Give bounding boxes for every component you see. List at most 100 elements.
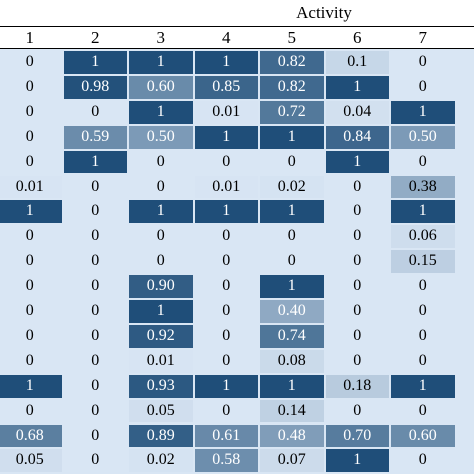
table-cell: 1	[260, 200, 324, 224]
table-cell: 0	[91, 351, 100, 369]
table-cell: 0	[25, 351, 34, 369]
table-cell: 0.74	[260, 324, 324, 348]
table-cell: 0.06	[391, 225, 455, 249]
table-cell: 0	[287, 152, 296, 170]
table-cell: 1	[391, 100, 455, 124]
table-cell: 0.40	[260, 300, 324, 323]
table-cell: 0	[25, 326, 34, 344]
table-cell: 1	[260, 275, 324, 298]
table-cell: 0	[287, 227, 296, 245]
table-cell: 0	[156, 177, 165, 195]
table-cell: 0	[91, 326, 100, 344]
table-cell: 0.05	[0, 449, 62, 473]
table-cell: 0.93	[129, 374, 193, 398]
table-cell: 0	[353, 227, 362, 245]
table-cell: 0	[353, 252, 362, 270]
table-cell: 1	[129, 200, 193, 224]
table-cell: 1	[0, 374, 62, 398]
table-cell: 0	[25, 127, 34, 145]
table-cell: 0	[91, 102, 100, 120]
column-header: 5	[287, 28, 297, 47]
table-cell: 0.1	[325, 51, 389, 74]
table-cell: 0	[25, 102, 34, 120]
header-rule	[0, 48, 474, 49]
table-cell: 0	[353, 351, 362, 369]
table-cell: 0.18	[325, 374, 389, 398]
table-cell: 1	[325, 449, 389, 473]
column-header: 4	[222, 28, 231, 47]
table-cell: 0.08	[260, 349, 324, 373]
table-cell: 0	[418, 53, 427, 70]
table-cell: 0	[91, 227, 100, 245]
table-cell: 0.61	[194, 424, 258, 448]
table-cell: 0.50	[391, 125, 455, 149]
table-cell: 1	[194, 125, 258, 149]
table-cell: 0	[418, 401, 427, 419]
table-cell: 1	[391, 200, 455, 224]
table-cell: 1	[129, 300, 193, 323]
table-cell: 0	[91, 277, 100, 295]
table-cell: 0.82	[260, 75, 324, 99]
table-cell: 0	[353, 202, 362, 220]
table-cell: 0	[222, 252, 231, 270]
table-cell: 1	[63, 51, 127, 74]
table-cell: 0	[25, 53, 34, 70]
table-cell: 0	[222, 227, 231, 245]
table-cell: 0	[156, 252, 165, 270]
table-cell: 0.01	[129, 349, 193, 373]
table-cell: 1	[260, 374, 324, 398]
table-cell: 0.60	[391, 424, 455, 448]
table-cell: 0	[25, 277, 34, 295]
table-cell: 0	[353, 177, 362, 195]
table-cell: 0.50	[129, 125, 193, 149]
table-cell: 0	[91, 202, 100, 220]
table-cell: 0.14	[260, 399, 324, 423]
table-cell: 0	[222, 351, 231, 369]
table-cell: 0	[353, 302, 362, 319]
table-cell: 0	[91, 401, 100, 419]
table-title: Activity	[296, 3, 352, 22]
table-cell: 0.70	[325, 424, 389, 448]
table-cell: 1	[391, 374, 455, 398]
table-cell: 1	[194, 374, 258, 398]
table-cell: 0	[91, 302, 100, 319]
table-cell: 0.15	[391, 250, 455, 274]
table-cell: 0.01	[194, 100, 258, 124]
table-cell: 1	[325, 75, 389, 99]
table-cell: 0.01	[194, 175, 258, 199]
table-cell: 0.04	[325, 100, 389, 124]
table-cell: 1	[63, 150, 127, 174]
header-rule	[0, 26, 474, 27]
table-cell: 0.84	[325, 125, 389, 149]
table-cell: 1	[325, 150, 389, 174]
table-cell: 1	[129, 51, 193, 74]
table-cell: 0	[222, 302, 231, 319]
table-cell: 0.82	[260, 51, 324, 74]
table-cell: 0	[25, 401, 34, 419]
column-header: 2	[91, 28, 100, 47]
table-cell: 0	[25, 152, 34, 170]
table-cell: 0.02	[260, 175, 324, 199]
table-cell: 0	[418, 451, 427, 469]
table-cell: 0	[156, 227, 165, 245]
table-cell: 0	[222, 326, 231, 344]
table-cell: 0	[91, 177, 100, 195]
table-cell: 0.01	[0, 175, 62, 199]
table-cell: 0.92	[129, 324, 193, 348]
column-header: 3	[156, 28, 166, 47]
table-cell: 0	[287, 252, 296, 270]
table-cell: 0	[418, 302, 427, 319]
table-cell: 1	[194, 51, 258, 74]
table-cell: 0	[418, 77, 427, 95]
table-cell: 0.07	[260, 449, 324, 473]
table-cell: 0	[156, 152, 165, 170]
table-cell: 0	[25, 252, 34, 270]
table-cell: 1	[0, 200, 62, 224]
table-cell: 0.98	[63, 75, 127, 99]
table-cell: 0	[353, 401, 362, 419]
table-cell: 0	[222, 152, 231, 170]
table-cell: 0	[418, 351, 427, 369]
table-cell: 0	[25, 227, 34, 245]
table-cell: 0.59	[63, 125, 127, 149]
table-cell: 0.05	[129, 399, 193, 423]
